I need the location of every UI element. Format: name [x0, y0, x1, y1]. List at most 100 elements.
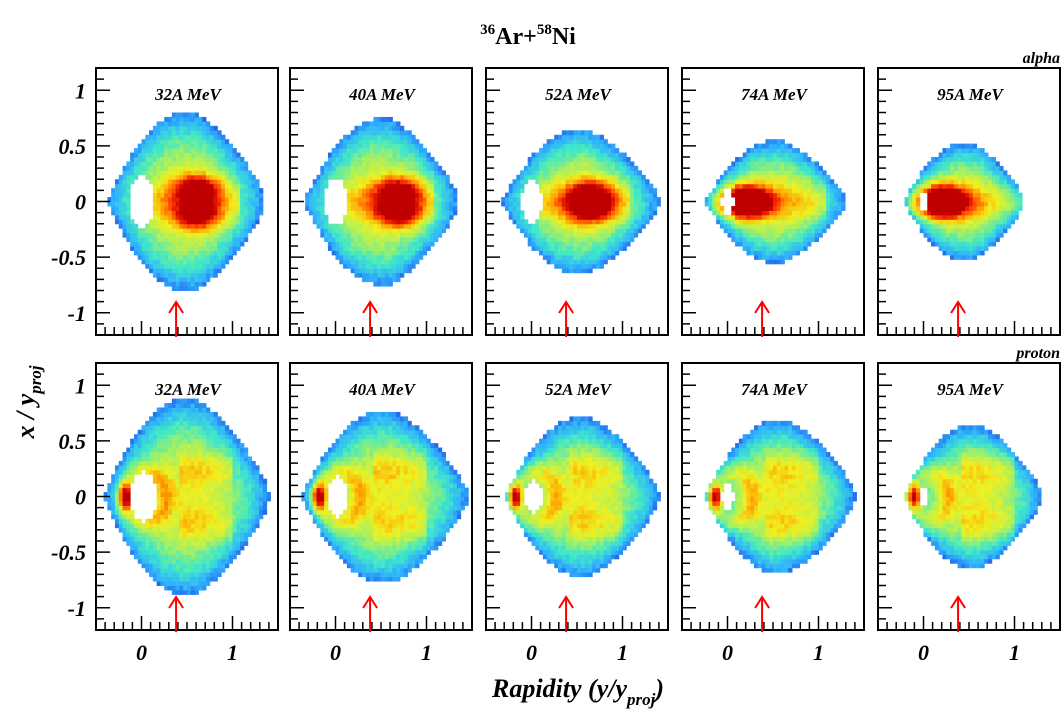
heatmap-cell [788, 210, 793, 216]
heatmap-cell [403, 174, 409, 180]
heatmap-cell [133, 541, 139, 546]
heatmap-cell [761, 179, 766, 185]
heatmap-cell [784, 161, 789, 167]
heatmap-cell [942, 201, 947, 207]
heatmap-cell [754, 179, 759, 185]
heatmap-cell [171, 496, 177, 502]
heatmap-cell [114, 478, 120, 484]
heatmap-cell [381, 237, 386, 243]
heatmap-cell [931, 210, 936, 216]
heatmap-cell [141, 536, 146, 542]
heatmap-cell [126, 469, 131, 475]
heatmap-cell [316, 197, 321, 202]
heatmap-cell [217, 148, 222, 154]
heatmap-cell [603, 201, 608, 207]
heatmap-cell [441, 197, 446, 202]
heatmap-cell [554, 183, 559, 189]
heatmap-cell [535, 170, 540, 176]
heatmap-cell [746, 152, 751, 158]
heatmap-cell [388, 246, 393, 251]
heatmap-cell [931, 165, 936, 171]
heatmap-cell [168, 165, 173, 171]
heatmap-cell [149, 268, 154, 274]
heatmap-cell [198, 152, 203, 158]
heatmap-cell [202, 116, 207, 122]
heatmap-cell [137, 148, 142, 154]
heatmap-cell [171, 286, 177, 291]
heatmap-cell [354, 188, 359, 194]
heatmap-cell [236, 179, 241, 185]
heatmap-cell [396, 192, 401, 198]
heatmap-cell [396, 188, 401, 194]
heatmap-cell [969, 254, 974, 260]
heatmap-cell [183, 272, 188, 278]
heatmap-cell [228, 148, 233, 154]
heatmap-cell [569, 183, 574, 189]
heatmap-cell [209, 157, 215, 162]
heatmap-cell [320, 179, 325, 185]
heatmap-cell [209, 223, 215, 229]
heatmap-cell [187, 509, 192, 515]
heatmap-cell [607, 165, 612, 171]
heatmap-cell [558, 259, 563, 265]
heatmap-cell [716, 214, 721, 220]
heatmap-cell [607, 183, 612, 189]
heatmap-cell [942, 214, 947, 220]
heatmap-cell [187, 563, 192, 569]
rapidity-arrow-head [754, 300, 770, 314]
heatmap-cell [908, 201, 913, 207]
heatmap-cell [171, 572, 177, 578]
heatmap-cell [358, 237, 363, 243]
heatmap-cell [190, 246, 196, 251]
heatmap-cell [377, 254, 382, 260]
heatmap-cell [599, 201, 605, 207]
heatmap-cell [508, 210, 514, 216]
heatmap-cell [171, 183, 177, 189]
heatmap-cell [213, 174, 218, 180]
heatmap-cell [776, 219, 782, 225]
heatmap-cell [430, 170, 435, 176]
heatmap-cell [999, 214, 1004, 220]
heatmap-cell [950, 241, 955, 247]
heatmap-cell [592, 192, 597, 198]
heatmap-cell [637, 201, 642, 207]
heatmap-cell [746, 214, 751, 220]
heatmap-cell [554, 148, 559, 154]
heatmap-cell [152, 452, 158, 457]
heatmap-cell [187, 214, 192, 220]
heatmap-cell [437, 170, 443, 176]
heatmap-cell [415, 188, 420, 194]
heatmap-cell [209, 241, 215, 247]
heatmap-cell [187, 518, 192, 524]
heatmap-cell [133, 549, 139, 555]
heatmap-cell [588, 179, 593, 185]
heatmap-cell [584, 237, 589, 243]
heatmap-cell [190, 589, 196, 595]
heatmap-cell [611, 192, 616, 198]
heatmap-cell [603, 237, 608, 243]
heatmap-cell [228, 174, 233, 180]
heatmap-cell [415, 237, 420, 243]
heatmap-cell [965, 152, 970, 158]
heatmap-cell [957, 205, 962, 211]
heatmap-cell [202, 192, 207, 198]
heatmap-cell [388, 263, 393, 269]
heatmap-cell [384, 179, 390, 185]
heatmap-cell [187, 541, 192, 546]
heatmap-cell [942, 192, 947, 198]
heatmap-cell [738, 170, 744, 176]
heatmap-cell [746, 192, 751, 198]
heatmap-cell [122, 505, 127, 511]
heatmap-cell [584, 232, 589, 238]
heatmap-cell [133, 161, 139, 167]
heatmap-cell [217, 228, 222, 234]
heatmap-cell [573, 201, 578, 207]
heatmap-cell [641, 174, 646, 180]
heatmap-cell [757, 157, 763, 162]
heatmap-cell [122, 192, 127, 198]
heatmap-cell [202, 134, 207, 140]
heatmap-cell [942, 188, 947, 194]
heatmap-cell [198, 237, 203, 243]
heatmap-cell [205, 188, 211, 194]
